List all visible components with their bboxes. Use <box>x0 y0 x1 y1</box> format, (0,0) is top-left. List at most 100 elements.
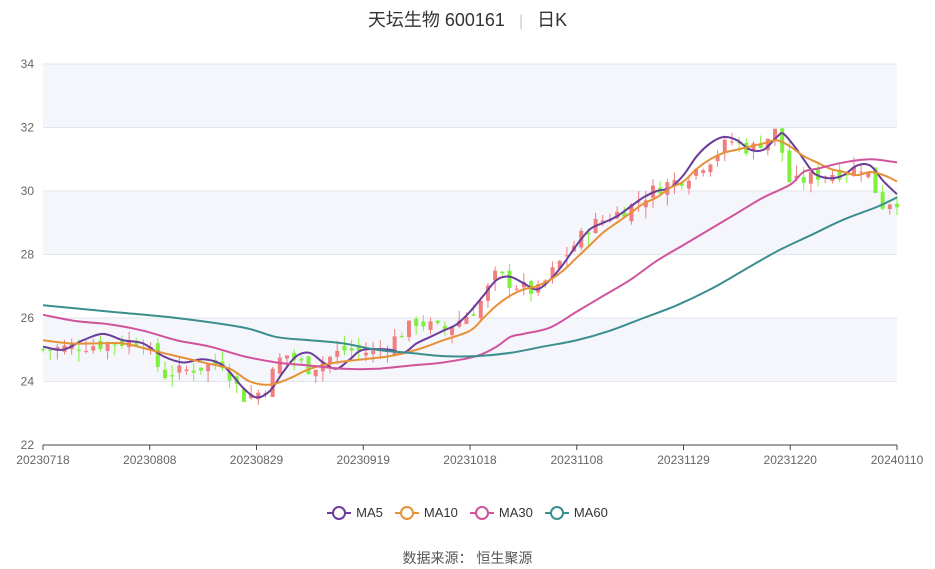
candle-body <box>643 200 648 208</box>
candle-body <box>672 180 677 187</box>
candle-body <box>41 349 45 351</box>
candle-body <box>112 344 117 346</box>
legend-item-ma10[interactable]: MA10 <box>394 505 458 520</box>
title-separator: | <box>518 13 524 30</box>
legend-label: MA30 <box>498 505 533 520</box>
legend-marker-icon <box>469 505 494 520</box>
candle-body <box>895 203 899 208</box>
y-tick-label: 28 <box>21 248 35 262</box>
candle-body <box>794 175 799 179</box>
y-tick-label: 24 <box>21 375 35 389</box>
candle-body <box>256 392 261 400</box>
x-tick-label: 20230718 <box>16 453 70 467</box>
candle-body <box>557 260 562 269</box>
candle-body <box>249 394 254 399</box>
candle-body <box>873 167 878 193</box>
ma30-line <box>42 158 898 371</box>
candle-body <box>91 346 96 351</box>
chart-period: 日K <box>537 10 568 30</box>
candle-body <box>816 168 821 180</box>
candle-body <box>313 369 318 377</box>
candle-body <box>335 350 340 357</box>
candle-body <box>48 349 53 351</box>
x-tick-label: 20230808 <box>123 453 177 467</box>
x-tick-label: 20231018 <box>443 453 497 467</box>
background-band <box>43 64 897 128</box>
candle-body <box>758 143 763 148</box>
candle-body <box>227 371 232 381</box>
legend-item-ma30[interactable]: MA30 <box>469 505 533 520</box>
candle-body <box>844 174 849 176</box>
candle-body <box>622 211 627 217</box>
candle-body <box>299 358 304 361</box>
candle-body <box>485 285 490 301</box>
candle-body <box>729 141 734 143</box>
candle-body <box>105 342 110 351</box>
candle-body <box>191 370 196 373</box>
legend-item-ma60[interactable]: MA60 <box>544 505 608 520</box>
candle-body <box>773 128 777 141</box>
candle-body <box>206 364 211 372</box>
candle-body <box>349 348 354 351</box>
candle-body <box>198 367 203 371</box>
legend-label: MA5 <box>356 505 383 520</box>
legend-marker-icon <box>327 505 352 520</box>
x-tick-label: 20231220 <box>764 453 818 467</box>
candle-body <box>407 320 411 338</box>
background-band <box>43 191 897 255</box>
candle-body <box>98 340 103 349</box>
legend-marker-icon <box>394 505 419 520</box>
x-tick-label: 20231108 <box>551 453 604 467</box>
y-tick-label: 32 <box>21 121 35 135</box>
candle-body <box>392 336 397 355</box>
candle-body <box>507 270 512 288</box>
y-axis: 22 24 26 28 30 32 34 <box>21 57 35 452</box>
legend-item-ma5[interactable]: MA5 <box>327 505 383 520</box>
candle-body <box>428 321 433 330</box>
candle-body <box>701 170 706 173</box>
candle-body <box>414 318 419 327</box>
candle-body <box>442 325 447 330</box>
x-axis: 20230718 20230808 20230829 20230919 20231018… <box>16 444 924 467</box>
grid-lines <box>43 63 897 382</box>
candle-body <box>493 270 498 281</box>
candle-body <box>500 271 505 274</box>
candle-body <box>363 352 368 356</box>
y-tick-label: 22 <box>21 438 35 452</box>
candle-body <box>550 267 555 278</box>
candle-body <box>715 154 720 162</box>
x-tick-label: 20231129 <box>657 453 710 467</box>
candle-body <box>241 389 246 402</box>
candle-body <box>155 343 160 367</box>
candle-body <box>787 150 792 183</box>
y-tick-label: 30 <box>21 184 35 198</box>
y-tick-label: 26 <box>21 311 35 325</box>
candle-body <box>636 201 641 203</box>
candle-body <box>521 281 526 288</box>
candle-body <box>371 350 376 354</box>
ma60-line <box>42 196 898 358</box>
candle-body <box>328 356 333 364</box>
x-tick-label: 20230829 <box>230 453 284 467</box>
candle-body <box>421 321 426 327</box>
candle-body <box>399 336 404 338</box>
candle-body <box>866 172 871 178</box>
legend: MA5 MA10 MA30 MA60 <box>0 505 935 523</box>
candle-body <box>163 369 167 379</box>
candle-body <box>471 314 476 316</box>
candle-body <box>177 365 182 373</box>
x-tick-label: 20230919 <box>337 453 391 467</box>
moving-average-lines <box>42 132 898 399</box>
candle-body <box>478 300 483 319</box>
x-tick-label: 20240110 <box>871 453 924 467</box>
candle-body <box>851 166 856 176</box>
candle-body <box>76 349 81 351</box>
background-band <box>43 318 897 382</box>
plot-background-bands <box>43 64 897 382</box>
candle-body <box>457 320 462 327</box>
candle-body <box>464 316 469 324</box>
chart-title: 天坛生物 600161 | 日K <box>0 6 935 32</box>
candle-body <box>679 182 684 186</box>
data-source: 数据来源： 恒生聚源 <box>402 550 533 566</box>
candle-body <box>801 177 806 183</box>
